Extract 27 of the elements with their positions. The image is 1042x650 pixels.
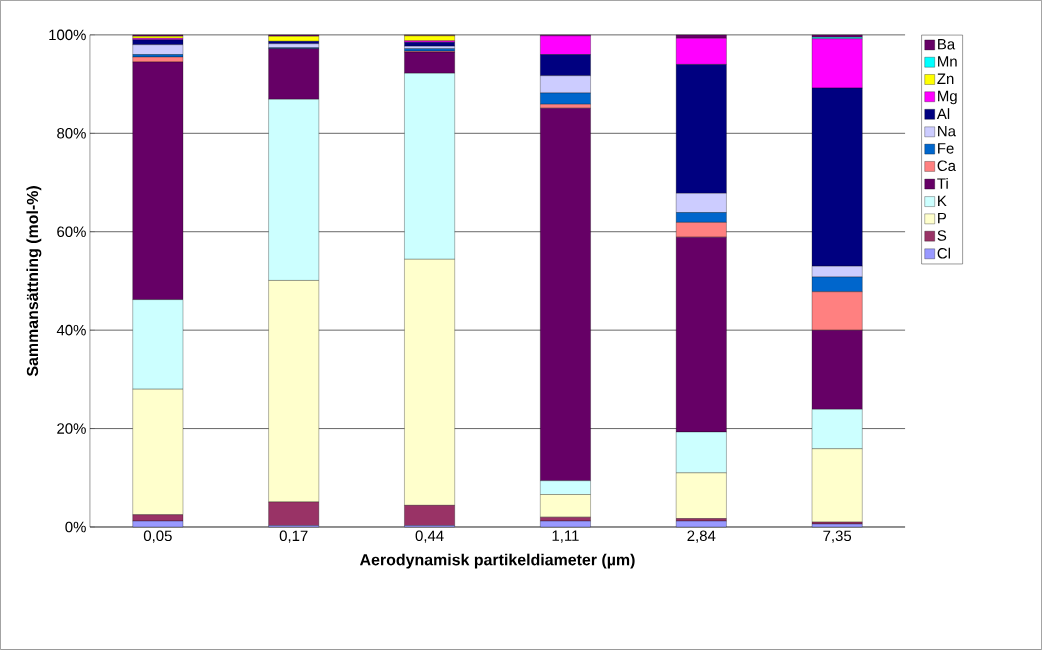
x-tick-label: 0,44 bbox=[415, 530, 444, 543]
y-tick-label: 0% bbox=[65, 521, 86, 533]
legend-label: Na bbox=[938, 125, 956, 137]
y-axis-title: Sammansättning (mol-%) bbox=[26, 186, 42, 377]
y-tick-label: 40% bbox=[56, 324, 86, 336]
legend-label: K bbox=[938, 195, 947, 207]
x-tick-label: 0,05 bbox=[143, 530, 172, 543]
legend-label: Fe bbox=[938, 143, 954, 154]
legend-label: Cl bbox=[937, 247, 950, 259]
legend-label: Zn bbox=[937, 73, 954, 84]
y-tick-label: 80% bbox=[57, 128, 86, 139]
y-tick-label: 60% bbox=[57, 226, 86, 238]
y-tick-label: 20% bbox=[57, 423, 86, 434]
legend-label: P bbox=[938, 213, 947, 224]
legend-label: Ti bbox=[937, 177, 948, 189]
x-tick-label: 1,11 bbox=[552, 530, 579, 543]
x-tick-label: 0,17 bbox=[279, 530, 308, 543]
legend-label: Ba bbox=[938, 39, 956, 50]
x-axis-title: Aerodynamisk partikeldiameter (µm) bbox=[359, 553, 635, 569]
x-tick-label: 7,35 bbox=[823, 530, 852, 543]
legend-label: Al bbox=[936, 108, 950, 120]
legend-label: S bbox=[937, 230, 947, 241]
legend-label: Ca bbox=[937, 160, 956, 172]
x-tick-label: 2,84 bbox=[687, 530, 716, 543]
legend-label: Mg bbox=[938, 90, 957, 105]
y-tick-label: 100% bbox=[49, 29, 86, 41]
legend-label: Mn bbox=[938, 56, 957, 67]
